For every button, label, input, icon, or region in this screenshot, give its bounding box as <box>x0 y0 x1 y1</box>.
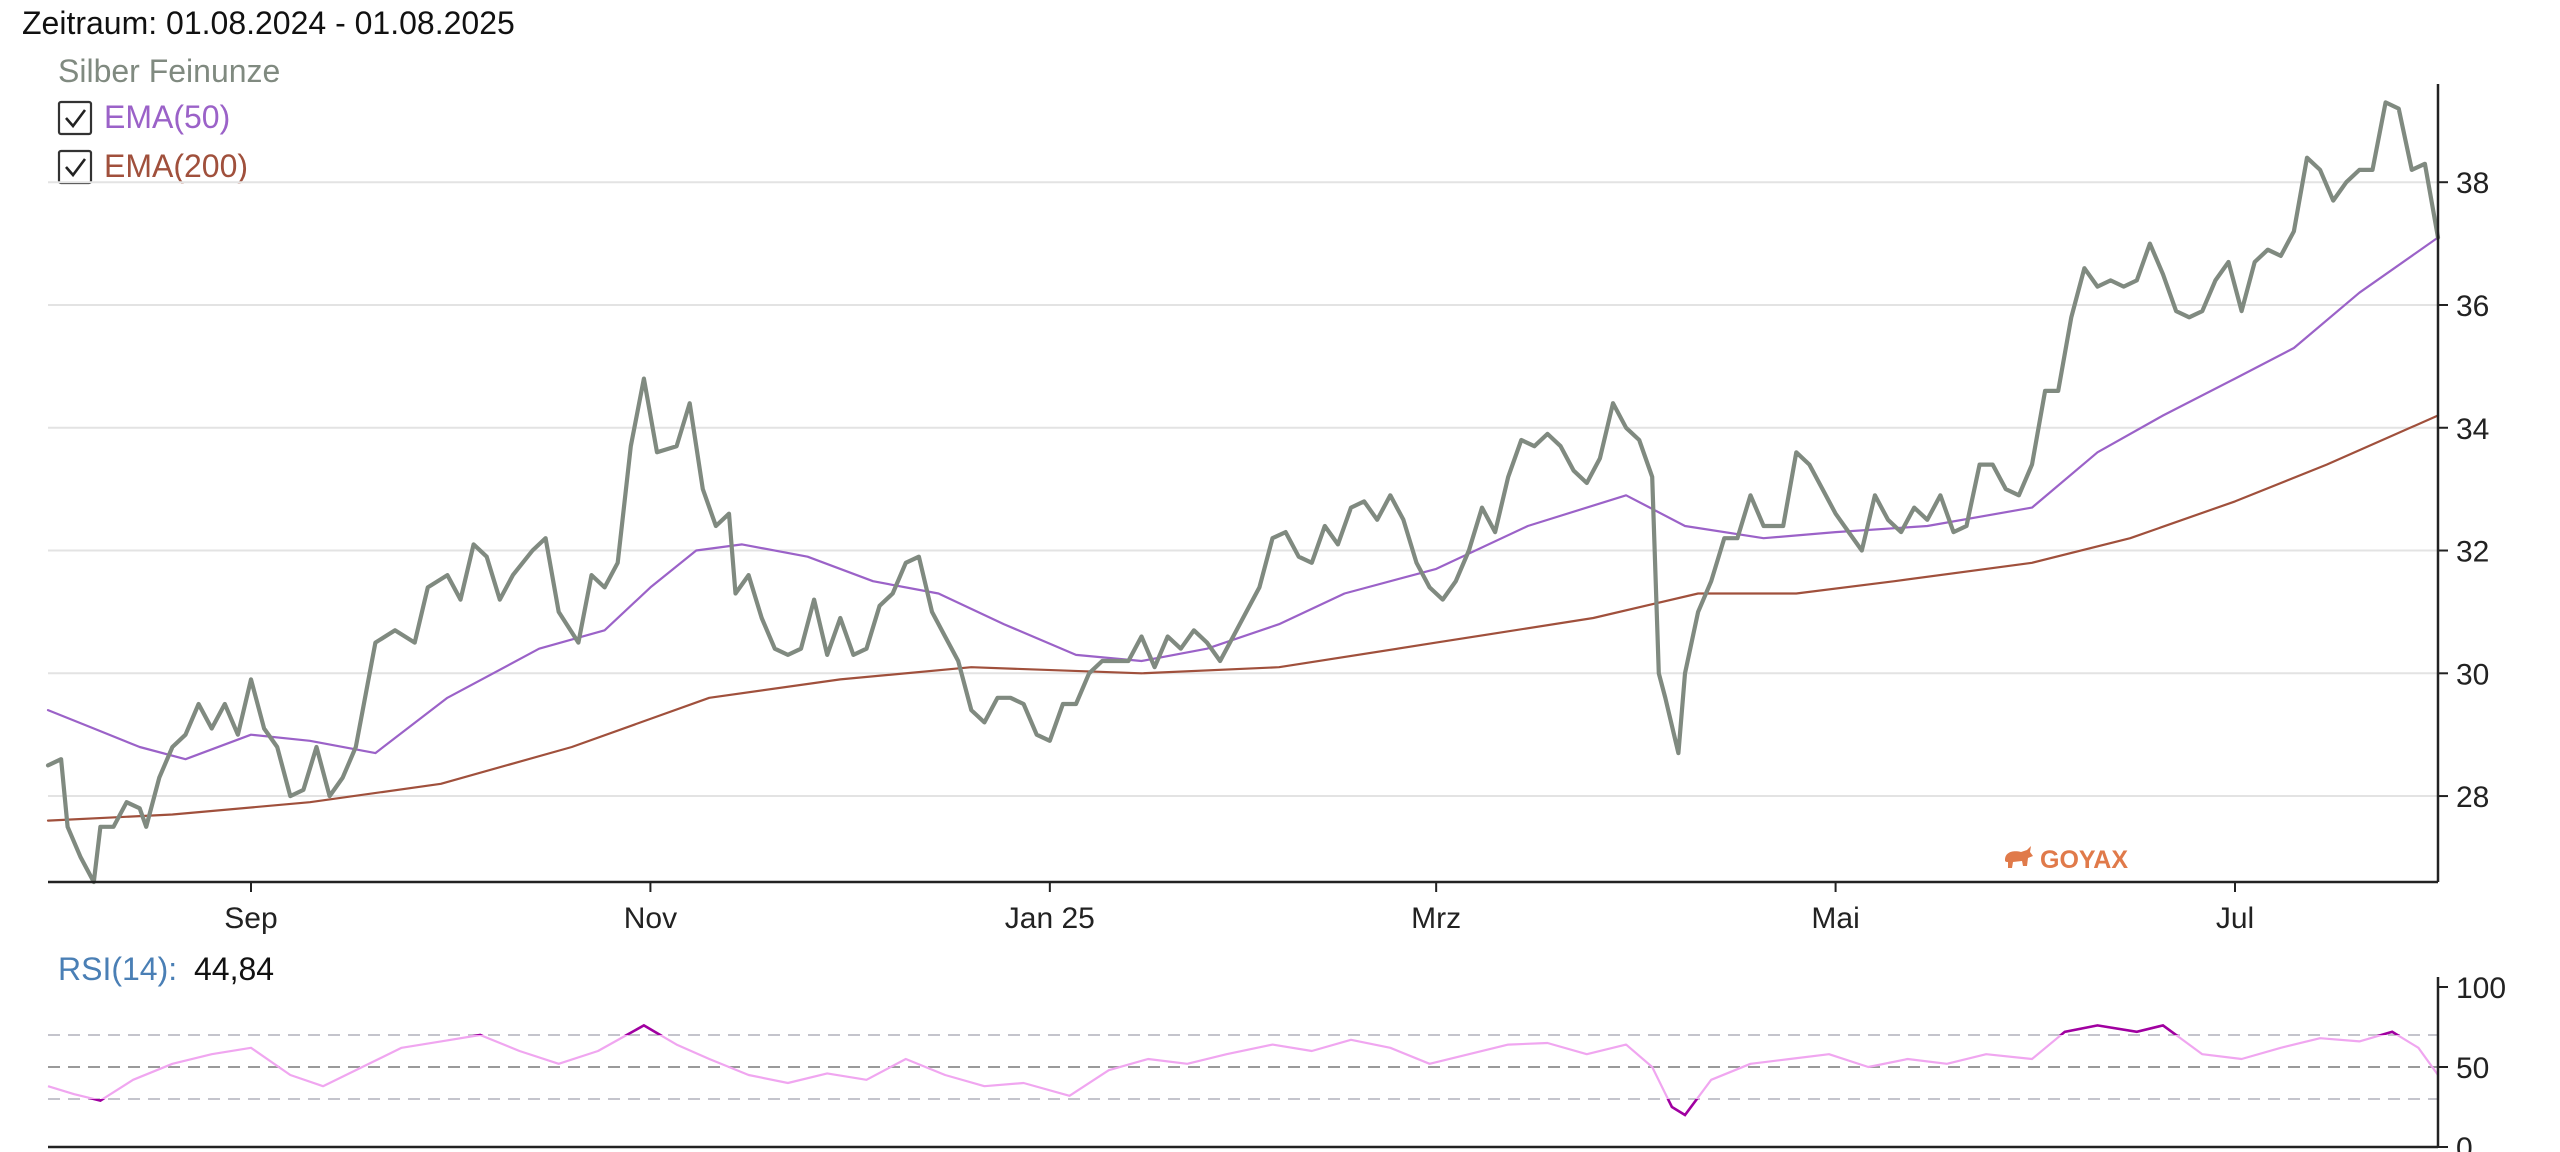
rsi-y-tick-label: 0 <box>2456 1132 2473 1152</box>
rsi-series <box>47 1023 2439 1117</box>
x-tick-label: Jan 25 <box>1005 902 1095 935</box>
y-tick-label: 28 <box>2456 781 2489 814</box>
rsi-label: RSI(14): <box>58 951 177 987</box>
period-label: Zeitraum: 01.08.2024 - 01.08.2025 <box>22 5 515 41</box>
y-tick-label: 38 <box>2456 167 2489 200</box>
y-tick-label: 34 <box>2456 413 2489 446</box>
x-tick-label: Mrz <box>1411 902 1461 935</box>
main-grid <box>48 181 2438 798</box>
y-tick-label: 30 <box>2456 658 2489 691</box>
ema50-line <box>46 236 2440 761</box>
ema200-line <box>46 414 2440 822</box>
rsi-oversold-line <box>88 1099 1699 1117</box>
legend-price-label: Silber Feinunze <box>58 53 280 89</box>
goyax-logo: GOYAX <box>2005 846 2128 874</box>
rsi-reference-lines <box>48 1034 2438 1100</box>
legend-item-ema200[interactable]: EMA(200) <box>57 148 248 185</box>
check-icon <box>65 158 87 178</box>
legend-ema50-label: EMA(50) <box>104 99 230 135</box>
rsi-line <box>47 1024 2439 1117</box>
x-tick-label: Jul <box>2216 902 2254 935</box>
ema200-checkbox[interactable] <box>57 149 93 185</box>
rsi-overbought-line <box>472 1023 2400 1035</box>
rsi-axes: 0 50 100 <box>48 972 2506 1152</box>
price-line <box>45 100 2441 885</box>
main-series <box>45 100 2441 885</box>
rsi-value: 44,84 <box>194 951 274 987</box>
main-axes: 28 30 32 34 36 38 Sep Nov Jan 25 Mrz Mai Jul <box>48 84 2489 935</box>
x-tick-label: Sep <box>224 902 277 935</box>
y-tick-label: 36 <box>2456 290 2489 323</box>
x-tick-label: Nov <box>624 902 677 935</box>
rsi-y-tick-label: 50 <box>2456 1052 2489 1085</box>
x-tick-label: Mai <box>1811 902 1859 935</box>
ema50-checkbox[interactable] <box>57 100 93 136</box>
check-icon <box>65 109 87 129</box>
legend-ema200-label: EMA(200) <box>104 148 248 184</box>
bull-icon <box>2005 846 2033 868</box>
rsi-y-tick-label: 100 <box>2456 972 2506 1005</box>
legend-item-ema50[interactable]: EMA(50) <box>57 99 230 136</box>
y-tick-label: 32 <box>2456 536 2489 569</box>
logo-text: GOYAX <box>2040 846 2128 874</box>
